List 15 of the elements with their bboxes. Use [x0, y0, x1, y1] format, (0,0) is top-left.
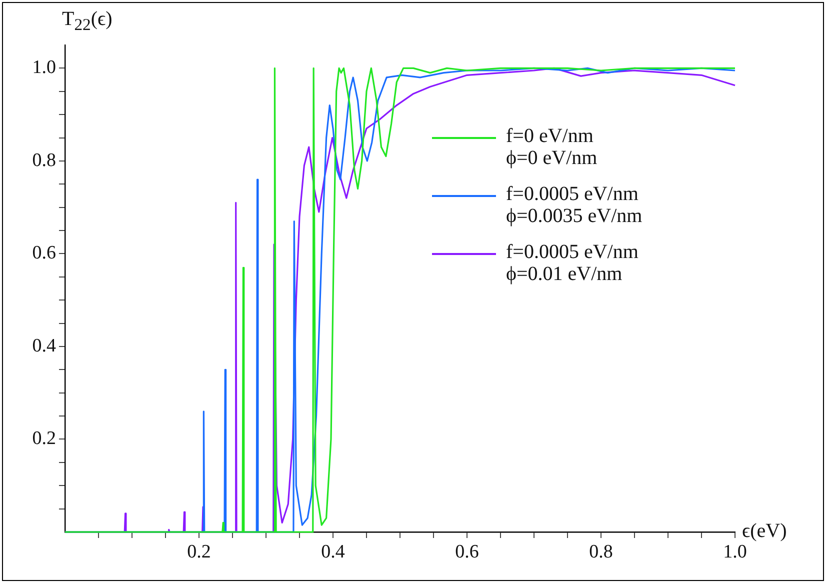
x-axis-title: ϵ(eV)	[742, 520, 787, 543]
legend-label: f=0.0005 eV/nm ϕ=0.01 eV/nm	[506, 241, 638, 285]
y-tick-label: 0.6	[32, 242, 56, 264]
legend-label: f=0 eV/nm ϕ=0 eV/nm	[506, 125, 598, 169]
y-tick-label: 0.4	[32, 335, 56, 356]
x-tick-label: 0.8	[589, 541, 613, 562]
legend-label: f=0.0005 eV/nm ϕ=0.0035 eV/nm	[506, 183, 642, 227]
x-tick-label: 0.2	[187, 541, 211, 562]
y-tick-label: 0.8	[32, 150, 56, 171]
y-tick-label: 1.0	[32, 57, 56, 78]
y-tick-label: 0.2	[32, 428, 56, 450]
x-tick-label: 0.4	[321, 541, 346, 562]
x-tick-label: 0.6	[455, 541, 479, 562]
x-tick-label: 1.0	[723, 541, 747, 562]
y-axis-title: T$_{22}$(ϵ)	[62, 8, 112, 35]
